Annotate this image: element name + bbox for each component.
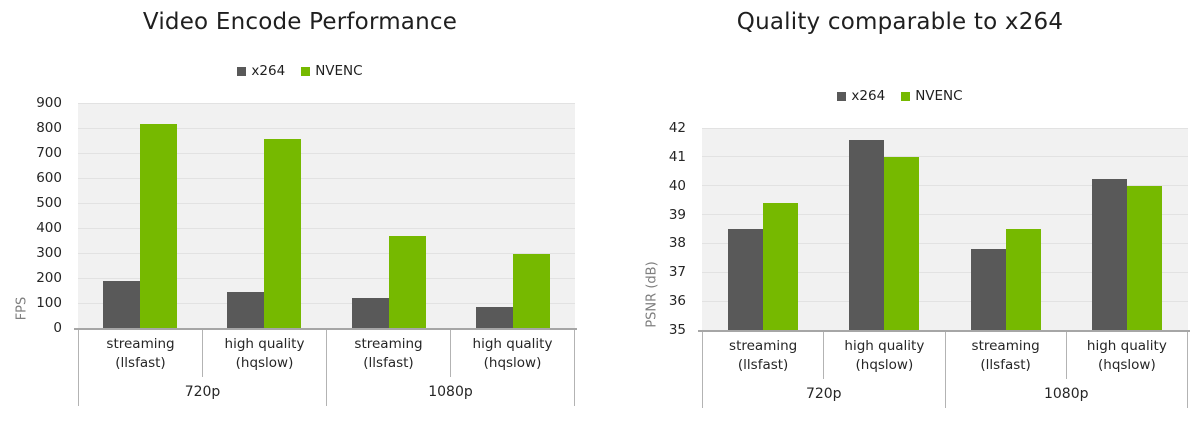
- gridline: [78, 177, 575, 179]
- gridline: [78, 227, 575, 229]
- category-label: high quality (hqslow): [451, 330, 575, 377]
- legend-label-x264: x264: [851, 88, 886, 104]
- bar-x264: [227, 291, 265, 328]
- y-tick-label: 400: [36, 220, 62, 236]
- legend-item-x264: x264: [837, 88, 885, 104]
- legend-item-x264: x264: [237, 63, 285, 79]
- bar-nvenc: [388, 235, 426, 328]
- chart-quality-comparable: Quality comparable to x264 x264 NVENC PS…: [600, 0, 1200, 430]
- y-tick-label: 37: [668, 264, 686, 281]
- gridline: [702, 214, 1188, 216]
- gridline: [78, 202, 575, 204]
- legend-swatch-nvenc: [901, 91, 911, 101]
- y-tick-label: 38: [668, 235, 686, 252]
- category-label: streaming (llsfast): [703, 332, 825, 379]
- legend-swatch-x264: [837, 91, 847, 101]
- bar-x264: [727, 229, 763, 330]
- gridline: [702, 242, 1188, 244]
- group-label: 1080p: [946, 379, 1188, 408]
- bar-x264: [1092, 178, 1128, 330]
- gridline: [78, 252, 575, 254]
- chart-title: Quality comparable to x264: [736, 9, 1064, 35]
- gridline: [702, 271, 1188, 273]
- bar-nvenc: [140, 124, 178, 328]
- gridline: [78, 302, 575, 304]
- category-label: streaming (llsfast): [946, 332, 1067, 379]
- x-axis-line: [698, 330, 1190, 332]
- bar-nvenc: [762, 203, 798, 330]
- bar-x264: [351, 298, 389, 328]
- bar-x264: [475, 306, 513, 328]
- x-axis: streaming (llsfast) high quality (hqslow)…: [78, 330, 575, 406]
- gridline: [702, 300, 1188, 302]
- plot-area: [74, 102, 577, 330]
- group-row: 720p 1080p: [78, 377, 575, 406]
- category-row: streaming (llsfast) high quality (hqslow)…: [702, 332, 1188, 379]
- group-label: 720p: [79, 377, 327, 406]
- plot-area: [698, 127, 1190, 332]
- legend: x264 NVENC: [0, 63, 600, 79]
- y-tick-label: 900: [36, 95, 62, 111]
- y-axis-ticks: 0 100 200 300 400 500 600 700 800 900: [0, 95, 70, 336]
- y-tick-label: 300: [36, 245, 62, 261]
- legend-label-x264: x264: [251, 63, 286, 79]
- category-label: streaming (llsfast): [327, 330, 451, 377]
- chart-title: Video Encode Performance: [142, 9, 458, 35]
- gridline: [702, 127, 1188, 129]
- bar-nvenc: [264, 139, 302, 328]
- gridline: [702, 185, 1188, 187]
- gridline: [78, 127, 575, 129]
- y-tick-label: 500: [36, 195, 62, 211]
- y-tick-label: 800: [36, 120, 62, 136]
- x-axis-line: [74, 328, 577, 330]
- category-label: high quality (hqslow): [824, 332, 946, 379]
- bar-nvenc: [1005, 229, 1041, 330]
- category-label: high quality (hqslow): [1067, 332, 1188, 379]
- y-tick-label: 100: [36, 295, 62, 311]
- y-tick-label: 700: [36, 145, 62, 161]
- category-label: streaming (llsfast): [79, 330, 203, 377]
- y-tick-label: 200: [36, 270, 62, 286]
- y-tick-label: 40: [668, 177, 686, 194]
- bar-x264: [970, 249, 1006, 330]
- legend-label-nvenc: NVENC: [915, 88, 963, 104]
- group-row: 720p 1080p: [702, 379, 1188, 408]
- y-tick-label: 41: [668, 148, 686, 165]
- legend-item-nvenc: NVENC: [901, 88, 963, 104]
- legend: x264 NVENC: [600, 88, 1200, 104]
- y-tick-label: 35: [668, 322, 686, 338]
- legend-swatch-nvenc: [301, 66, 311, 76]
- legend-swatch-x264: [237, 66, 247, 76]
- group-label: 720p: [703, 379, 946, 408]
- bar-nvenc: [1127, 185, 1163, 330]
- y-axis-ticks: 35 36 37 38 39 40 41 42: [600, 120, 694, 338]
- category-row: streaming (llsfast) high quality (hqslow)…: [78, 330, 575, 377]
- gridline: [78, 277, 575, 279]
- chart-video-encode-performance: Video Encode Performance x264 NVENC FPS …: [0, 9, 600, 406]
- y-tick-label: 600: [36, 170, 62, 186]
- y-tick-label: 39: [668, 206, 686, 223]
- category-label: high quality (hqslow): [203, 330, 327, 377]
- legend-label-nvenc: NVENC: [315, 63, 363, 79]
- y-tick-label: 36: [668, 293, 686, 310]
- gridline: [78, 152, 575, 154]
- bar-x264: [103, 280, 141, 328]
- gridline: [78, 102, 575, 104]
- y-tick-label: 0: [53, 320, 62, 336]
- bar-nvenc: [512, 254, 550, 328]
- y-tick-label: 42: [668, 120, 686, 136]
- group-label: 1080p: [327, 377, 575, 406]
- x-axis: streaming (llsfast) high quality (hqslow)…: [702, 332, 1188, 408]
- legend-item-nvenc: NVENC: [301, 63, 363, 79]
- bar-nvenc: [884, 156, 920, 330]
- bar-x264: [849, 139, 885, 330]
- gridline: [702, 156, 1188, 158]
